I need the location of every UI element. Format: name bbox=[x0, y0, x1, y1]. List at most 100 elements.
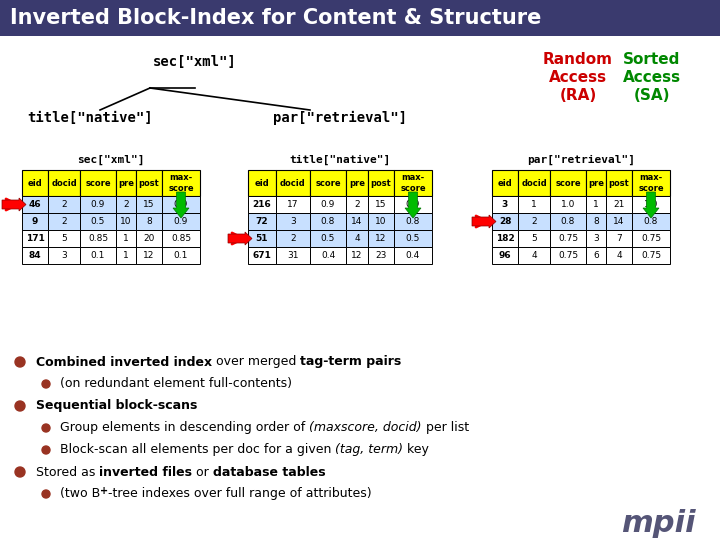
Bar bbox=[518, 170, 550, 196]
Bar bbox=[162, 196, 200, 213]
Bar bbox=[162, 230, 200, 247]
Text: 28: 28 bbox=[499, 217, 511, 226]
Text: 8: 8 bbox=[593, 217, 599, 226]
Text: post: post bbox=[139, 179, 159, 187]
Text: 96: 96 bbox=[499, 251, 511, 260]
Text: tag-term pairs: tag-term pairs bbox=[300, 355, 402, 368]
Bar bbox=[310, 230, 346, 247]
Text: 46: 46 bbox=[29, 200, 41, 209]
Bar bbox=[518, 230, 550, 247]
Bar bbox=[22, 196, 48, 213]
FancyArrow shape bbox=[643, 192, 659, 218]
Text: 0.5: 0.5 bbox=[91, 217, 105, 226]
Bar bbox=[248, 230, 276, 247]
Text: 216: 216 bbox=[253, 200, 271, 209]
Text: 10: 10 bbox=[120, 217, 132, 226]
Text: 0.75: 0.75 bbox=[558, 234, 578, 243]
Bar bbox=[48, 247, 80, 264]
Text: docid: docid bbox=[51, 179, 77, 187]
Bar bbox=[492, 247, 518, 264]
Bar bbox=[368, 247, 394, 264]
Bar bbox=[136, 230, 162, 247]
Bar bbox=[492, 170, 518, 196]
Bar bbox=[136, 196, 162, 213]
Text: 1.0: 1.0 bbox=[561, 200, 575, 209]
Text: 20: 20 bbox=[143, 234, 155, 243]
Text: (RA): (RA) bbox=[559, 89, 597, 104]
Bar bbox=[394, 230, 432, 247]
Text: 31: 31 bbox=[287, 251, 299, 260]
Text: 21: 21 bbox=[613, 200, 625, 209]
Text: eid: eid bbox=[255, 179, 269, 187]
Bar bbox=[310, 213, 346, 230]
Text: -tree indexes over full range of attributes): -tree indexes over full range of attribu… bbox=[109, 488, 372, 501]
Text: Block-scan all elements per doc for a given: Block-scan all elements per doc for a gi… bbox=[60, 443, 336, 456]
Text: eid: eid bbox=[498, 179, 513, 187]
Text: Inverted Block-Index for Content & Structure: Inverted Block-Index for Content & Struc… bbox=[10, 8, 541, 28]
Text: Access: Access bbox=[623, 71, 681, 85]
Circle shape bbox=[42, 380, 50, 388]
Bar bbox=[550, 230, 586, 247]
Bar bbox=[492, 196, 518, 213]
Text: 3: 3 bbox=[290, 217, 296, 226]
Bar bbox=[80, 196, 116, 213]
Bar bbox=[550, 196, 586, 213]
Text: Random: Random bbox=[543, 52, 613, 68]
Text: +: + bbox=[100, 485, 109, 496]
Text: 0.9: 0.9 bbox=[91, 200, 105, 209]
Text: 0.9: 0.9 bbox=[321, 200, 336, 209]
Text: 12: 12 bbox=[143, 251, 155, 260]
Text: 9: 9 bbox=[32, 217, 38, 226]
Text: 0.8: 0.8 bbox=[406, 217, 420, 226]
Text: 671: 671 bbox=[253, 251, 271, 260]
Text: Sorted: Sorted bbox=[624, 52, 680, 68]
Bar bbox=[22, 170, 48, 196]
Circle shape bbox=[42, 446, 50, 454]
Bar bbox=[632, 170, 670, 196]
Bar bbox=[80, 170, 116, 196]
Bar bbox=[346, 213, 368, 230]
Text: per list: per list bbox=[422, 422, 469, 435]
Text: 51: 51 bbox=[256, 234, 269, 243]
Bar bbox=[116, 247, 136, 264]
Text: inverted files: inverted files bbox=[99, 465, 192, 478]
Text: (SA): (SA) bbox=[634, 89, 670, 104]
Text: 0.4: 0.4 bbox=[406, 251, 420, 260]
Text: Combined inverted index: Combined inverted index bbox=[36, 355, 212, 368]
Text: 5: 5 bbox=[61, 234, 67, 243]
Bar bbox=[586, 196, 606, 213]
Text: 0.75: 0.75 bbox=[641, 234, 661, 243]
Text: 0.8: 0.8 bbox=[321, 217, 336, 226]
Text: 17: 17 bbox=[287, 200, 299, 209]
Text: 2: 2 bbox=[531, 217, 537, 226]
Text: docid: docid bbox=[280, 179, 306, 187]
Bar bbox=[22, 213, 48, 230]
Bar bbox=[248, 213, 276, 230]
Text: 0.75: 0.75 bbox=[641, 251, 661, 260]
Text: (two B: (two B bbox=[60, 488, 100, 501]
Text: 3: 3 bbox=[61, 251, 67, 260]
Text: 3: 3 bbox=[593, 234, 599, 243]
Bar bbox=[22, 247, 48, 264]
Text: 0.1: 0.1 bbox=[174, 251, 188, 260]
Text: 0.8: 0.8 bbox=[644, 217, 658, 226]
Text: 5: 5 bbox=[531, 234, 537, 243]
Bar bbox=[394, 196, 432, 213]
Text: 4: 4 bbox=[616, 251, 622, 260]
Text: 1: 1 bbox=[123, 234, 129, 243]
Text: 8: 8 bbox=[146, 217, 152, 226]
Text: 1.0: 1.0 bbox=[644, 200, 658, 209]
Text: title["native"]: title["native"] bbox=[27, 111, 153, 125]
Bar bbox=[632, 213, 670, 230]
Bar bbox=[518, 247, 550, 264]
Bar bbox=[550, 247, 586, 264]
Text: pre: pre bbox=[349, 179, 365, 187]
Bar bbox=[394, 213, 432, 230]
Text: post: post bbox=[371, 179, 392, 187]
Text: 0.5: 0.5 bbox=[406, 234, 420, 243]
Text: pre: pre bbox=[588, 179, 604, 187]
Bar bbox=[116, 170, 136, 196]
Text: 0.9: 0.9 bbox=[174, 217, 188, 226]
Bar bbox=[346, 230, 368, 247]
Circle shape bbox=[15, 467, 25, 477]
